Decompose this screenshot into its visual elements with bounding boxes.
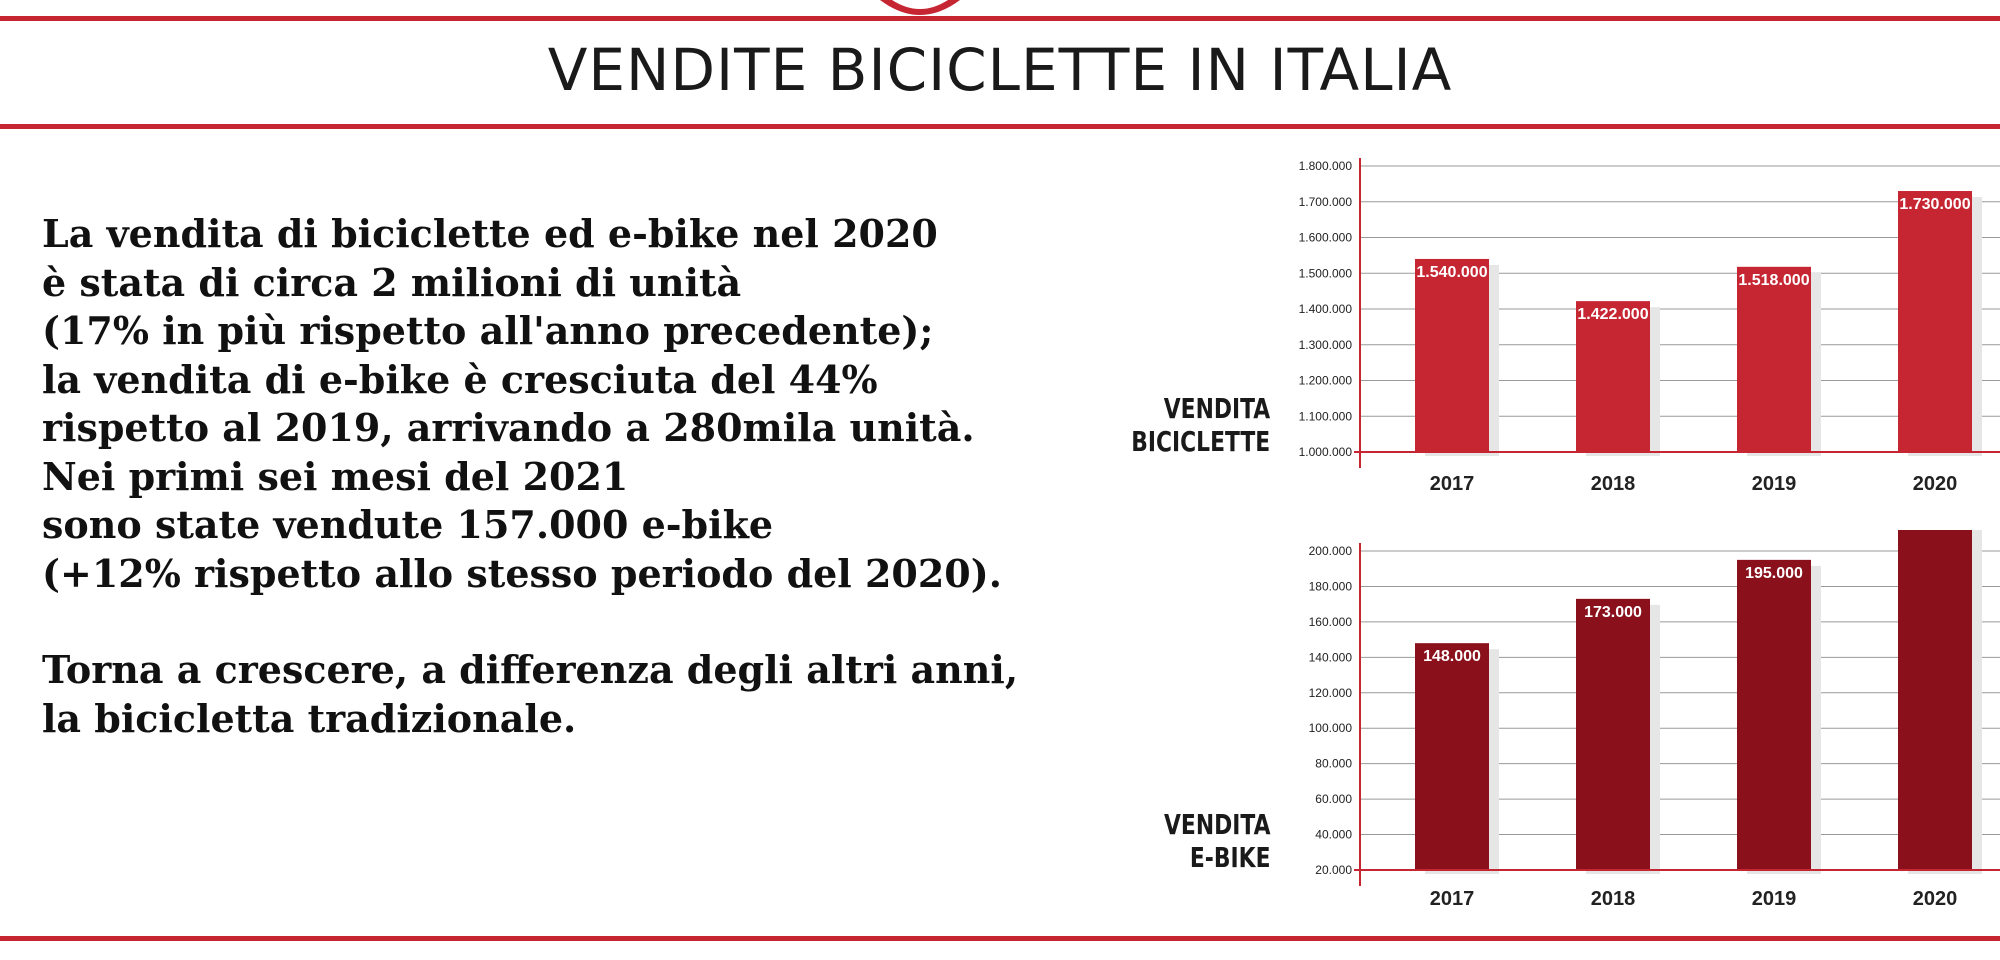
text-line: (17% in più rispetto all'anno precedente… (42, 308, 934, 353)
y-tick-label: 1.500.000 (1299, 266, 1353, 280)
y-tick-label: 1.200.000 (1299, 374, 1353, 388)
y-tick-label: 160.000 (1309, 615, 1353, 629)
chart-vendita-ebike: 20.000 40.000 60.000 80.000 100.000 120.000 14… (1309, 530, 2000, 910)
y-tick-label: 1.100.000 (1299, 409, 1353, 423)
bottom-rule (0, 936, 2000, 941)
chart-label-line: E-BIKE (1189, 841, 1270, 874)
x-tick-label: 2020 (1913, 888, 1958, 910)
x-tick-label: 2019 (1752, 888, 1797, 910)
x-tick-label: 2017 (1430, 473, 1475, 495)
x-tick-label: 2018 (1591, 888, 1636, 910)
y-tick-label: 60.000 (1315, 792, 1352, 806)
y-tick-label: 100.000 (1309, 721, 1353, 735)
y-tick-label: 40.000 (1315, 828, 1352, 842)
x-tick-label: 2020 (1913, 473, 1958, 495)
value-label: 173.000 (1584, 604, 1642, 621)
text-line: Torna a crescere, a differenza degli alt… (42, 647, 1019, 692)
chart-label-line: VENDITA (1163, 808, 1270, 841)
paragraph-gap (42, 598, 1102, 646)
bar-2017 (1415, 643, 1489, 870)
body-text: La vendita di biciclette ed e-bike nel 2… (42, 210, 1102, 743)
x-tick-label: 2017 (1430, 888, 1475, 910)
y-tick-label: 1.700.000 (1299, 195, 1353, 209)
chart-vendita-biciclette: 1.000.000 1.100.000 1.200.000 1.300.000 1.40… (1299, 158, 2000, 495)
y-tick-label: 140.000 (1309, 650, 1353, 664)
y-tick-label: 1.600.000 (1299, 231, 1353, 245)
page-title: VENDITE BICICLETTE IN ITALIA (547, 36, 1453, 104)
text-line: La vendita di biciclette ed e-bike nel 2… (42, 211, 938, 256)
text-line: rispetto al 2019, arrivando a 280mila un… (42, 405, 975, 450)
chart-label-biciclette: VENDITA BICICLETTE (1131, 392, 1270, 458)
top-rule (0, 16, 2000, 21)
text-line: sono state vendute 157.000 e-bike (42, 502, 774, 547)
bar-2018 (1576, 598, 1650, 870)
text-line: (+12% rispetto allo stesso periodo del 2… (42, 550, 1002, 596)
value-label: 1.422.000 (1577, 306, 1648, 323)
y-tick-label: 1.300.000 (1299, 338, 1353, 352)
y-tick-label: 80.000 (1315, 757, 1352, 771)
chart-label-line: VENDITA (1163, 392, 1270, 425)
y-tick-label: 1.800.000 (1299, 159, 1353, 173)
y-tick-label: 120.000 (1309, 686, 1353, 700)
bar-2019 (1737, 559, 1811, 870)
logo-fragment-icon (880, 0, 960, 15)
value-label: 1.730.000 (1899, 196, 1970, 213)
value-label: 195.000 (1745, 565, 1803, 582)
text-line: è stata di circa 2 milioni di unità (42, 259, 742, 305)
bar-2020 (1898, 530, 1972, 870)
value-label: 148.000 (1423, 648, 1481, 665)
x-tick-label: 2019 (1752, 473, 1797, 495)
y-tick-label: 180.000 (1309, 579, 1353, 593)
y-tick-label: 1.400.000 (1299, 302, 1353, 316)
x-tick-label: 2018 (1591, 473, 1636, 495)
chart-label-ebike: VENDITA E-BIKE (1164, 808, 1270, 874)
bar-2020 (1898, 191, 1972, 452)
bar-2019 (1737, 266, 1811, 452)
value-label: 1.518.000 (1738, 272, 1809, 289)
title-underline (0, 124, 2000, 129)
value-label: 1.540.000 (1416, 264, 1487, 281)
bar-2017 (1415, 258, 1489, 452)
y-tick-label: 200.000 (1309, 544, 1353, 558)
text-line: Nei primi sei mesi del 2021 (42, 453, 629, 499)
bar-2018 (1576, 301, 1650, 452)
chart-label-line: BICICLETTE (1130, 425, 1270, 458)
y-tick-label: 20.000 (1315, 863, 1352, 877)
text-line: la vendita di e-bike è cresciuta del 44% (42, 356, 878, 402)
text-line: la bicicletta tradizionale. (42, 695, 577, 741)
y-tick-label: 1.000.000 (1299, 445, 1353, 459)
